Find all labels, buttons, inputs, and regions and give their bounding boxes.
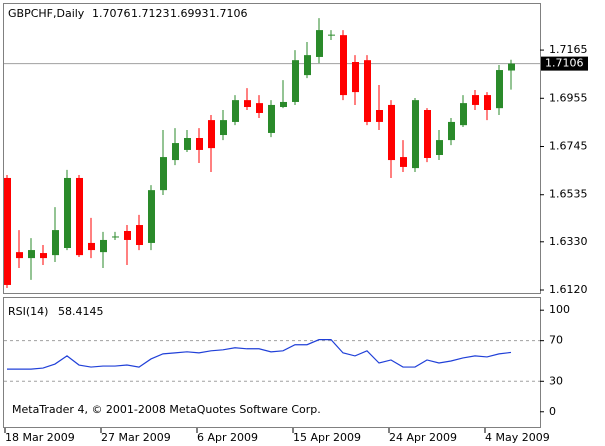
candle-body: [244, 100, 251, 108]
candle-body: [16, 252, 23, 259]
candle-body: [64, 177, 71, 248]
y-tick-label: 70: [549, 334, 563, 347]
low-value: 1.6993: [170, 7, 209, 20]
candle-body: [460, 103, 467, 126]
candle-body: [292, 60, 299, 102]
candle-body: [148, 190, 155, 243]
candle-body: [88, 242, 95, 251]
x-tick-label: 27 Mar 2009: [101, 431, 171, 444]
y-tick-label: 100: [549, 303, 570, 316]
candle-body: [316, 30, 323, 57]
candle-body: [76, 177, 83, 256]
rsi-title: RSI(14): [8, 305, 48, 318]
current-price-box: [541, 56, 588, 71]
open-value: 1.7076: [92, 7, 131, 20]
candle-body: [172, 143, 179, 161]
candle-body: [280, 101, 287, 108]
candle-body: [400, 157, 407, 167]
y-tick-label: 30: [549, 374, 563, 387]
y-tick-label: 1.6535: [549, 188, 588, 201]
rsi-line: [7, 339, 512, 370]
rsi-value: 58.4145: [58, 305, 104, 318]
y-tick-label: 1.6955: [549, 91, 588, 104]
candle-body: [136, 225, 143, 246]
y-tick-label: 1.7165: [549, 43, 588, 56]
rsi-panel: [3, 297, 541, 428]
high-value: 1.7123: [131, 7, 170, 20]
candle-body: [100, 239, 107, 253]
close-value: 1.7106: [209, 7, 248, 20]
candle-body: [160, 157, 167, 191]
x-tick-label: 15 Apr 2009: [293, 431, 361, 444]
candle-body: [340, 35, 347, 96]
candle-body: [196, 138, 203, 150]
candle-body: [436, 140, 443, 156]
candle-body: [124, 231, 131, 240]
candle-body: [484, 95, 491, 110]
y-tick-label: 1.6330: [549, 235, 588, 248]
candle-body: [448, 121, 455, 141]
candle-body: [28, 250, 35, 259]
candle-body: [184, 138, 191, 150]
candle-body: [208, 120, 215, 149]
candle-body: [508, 63, 515, 71]
x-tick-label: 6 Apr 2009: [197, 431, 258, 444]
candle-body: [424, 109, 431, 158]
candle-body: [304, 55, 311, 76]
candle-body: [232, 100, 239, 122]
candle-body: [220, 120, 227, 136]
candle-body: [412, 100, 419, 169]
y-tick-label: 1.6745: [549, 140, 588, 153]
price-panel: [3, 3, 541, 294]
x-tick-label: 18 Mar 2009: [5, 431, 75, 444]
symbol-title: GBPCHF,Daily: [8, 7, 85, 20]
current-price-label: 1.7106: [545, 57, 584, 70]
candle-body: [496, 70, 503, 109]
candle-body: [364, 60, 371, 122]
candle-body: [268, 104, 275, 133]
candle-body: [376, 109, 383, 122]
x-tick-label: 24 Apr 2009: [389, 431, 457, 444]
candle-body: [4, 177, 11, 285]
y-tick-label: 0: [549, 405, 556, 418]
candle-body: [388, 104, 395, 161]
candle-body: [472, 95, 479, 105]
x-tick-label: 4 May 2009: [485, 431, 550, 444]
y-tick-label: 1.6120: [549, 283, 588, 296]
candle-body: [352, 62, 359, 93]
copyright-annotation: MetaTrader 4, © 2001-2008 MetaQuotes Sof…: [12, 403, 321, 416]
candle-body: [40, 253, 47, 259]
candle-body: [256, 103, 263, 113]
candle-body: [52, 230, 59, 256]
